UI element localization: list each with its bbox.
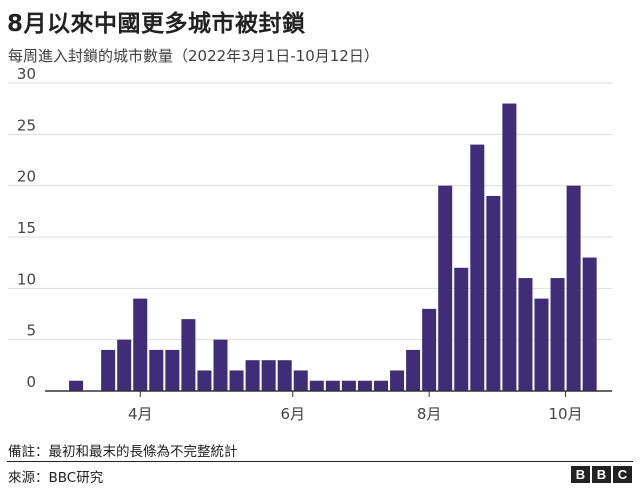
- bar-week-28: [486, 195, 501, 391]
- y-tick-label-15: 15: [17, 219, 36, 237]
- bar-week-2: [69, 380, 84, 391]
- bar-week-8: [165, 349, 180, 391]
- source-credit: 來源：BBC研究: [8, 470, 104, 486]
- bar-week-32: [550, 278, 565, 391]
- bar-week-31: [534, 298, 549, 391]
- bar-week-12: [229, 370, 244, 391]
- bar-week-20: [357, 380, 372, 391]
- x-tick-label-1: 4月: [128, 405, 153, 423]
- bar-week-17: [309, 380, 324, 391]
- bar-week-4: [101, 349, 116, 391]
- bar-week-6: [133, 298, 148, 391]
- chart-title: 8月以來中國更多城市被封鎖: [7, 11, 306, 37]
- y-tick-label-10: 10: [17, 270, 36, 288]
- bar-week-25: [438, 185, 453, 391]
- bar-week-33: [566, 185, 581, 391]
- x-tick-label-2: 6月: [280, 405, 305, 423]
- bar-week-24: [422, 308, 437, 391]
- y-tick-label-20: 20: [17, 168, 36, 186]
- y-tick-label-0: 0: [26, 373, 36, 391]
- bar-week-19: [341, 380, 356, 391]
- bar-week-23: [406, 349, 421, 391]
- bar-week-7: [149, 349, 164, 391]
- bar-week-29: [502, 103, 517, 392]
- bar-week-18: [325, 380, 340, 391]
- bar-week-11: [213, 339, 228, 391]
- chart-subtitle: 每周進入封鎖的城市數量（2022年3月1日-10月12日）: [8, 47, 379, 65]
- bar-week-5: [117, 339, 132, 391]
- bar-week-14: [261, 360, 276, 391]
- x-tick-label-3: 8月: [417, 405, 442, 423]
- bar-week-34: [582, 257, 597, 391]
- bbc-logo: B B C: [571, 466, 632, 483]
- logo-letter-b2: B: [592, 466, 611, 483]
- logo-letter-b1: B: [571, 466, 590, 483]
- y-tick-label-25: 25: [17, 116, 36, 134]
- bar-week-27: [470, 144, 485, 391]
- bar-week-9: [181, 319, 196, 391]
- footnote: 備註：最初和最末的長條為不完整統計: [8, 444, 238, 460]
- bar-chart: 0 5 10 15 20 25 30 4月 6月 8月 10月: [8, 65, 612, 423]
- y-tick-label-30: 30: [17, 65, 36, 83]
- y-tick-label-5: 5: [26, 322, 36, 340]
- bar-week-21: [374, 380, 388, 391]
- bar-week-26: [454, 267, 469, 391]
- x-tick-label-4: 10月: [549, 405, 583, 423]
- bar-week-22: [390, 370, 405, 391]
- footer-divider: [7, 461, 633, 462]
- bar-week-30: [518, 278, 533, 391]
- logo-letter-c: C: [613, 466, 632, 483]
- bar-week-15: [277, 360, 292, 391]
- bar-week-13: [245, 360, 260, 391]
- bar-week-10: [197, 370, 212, 391]
- bar-week-16: [293, 370, 308, 391]
